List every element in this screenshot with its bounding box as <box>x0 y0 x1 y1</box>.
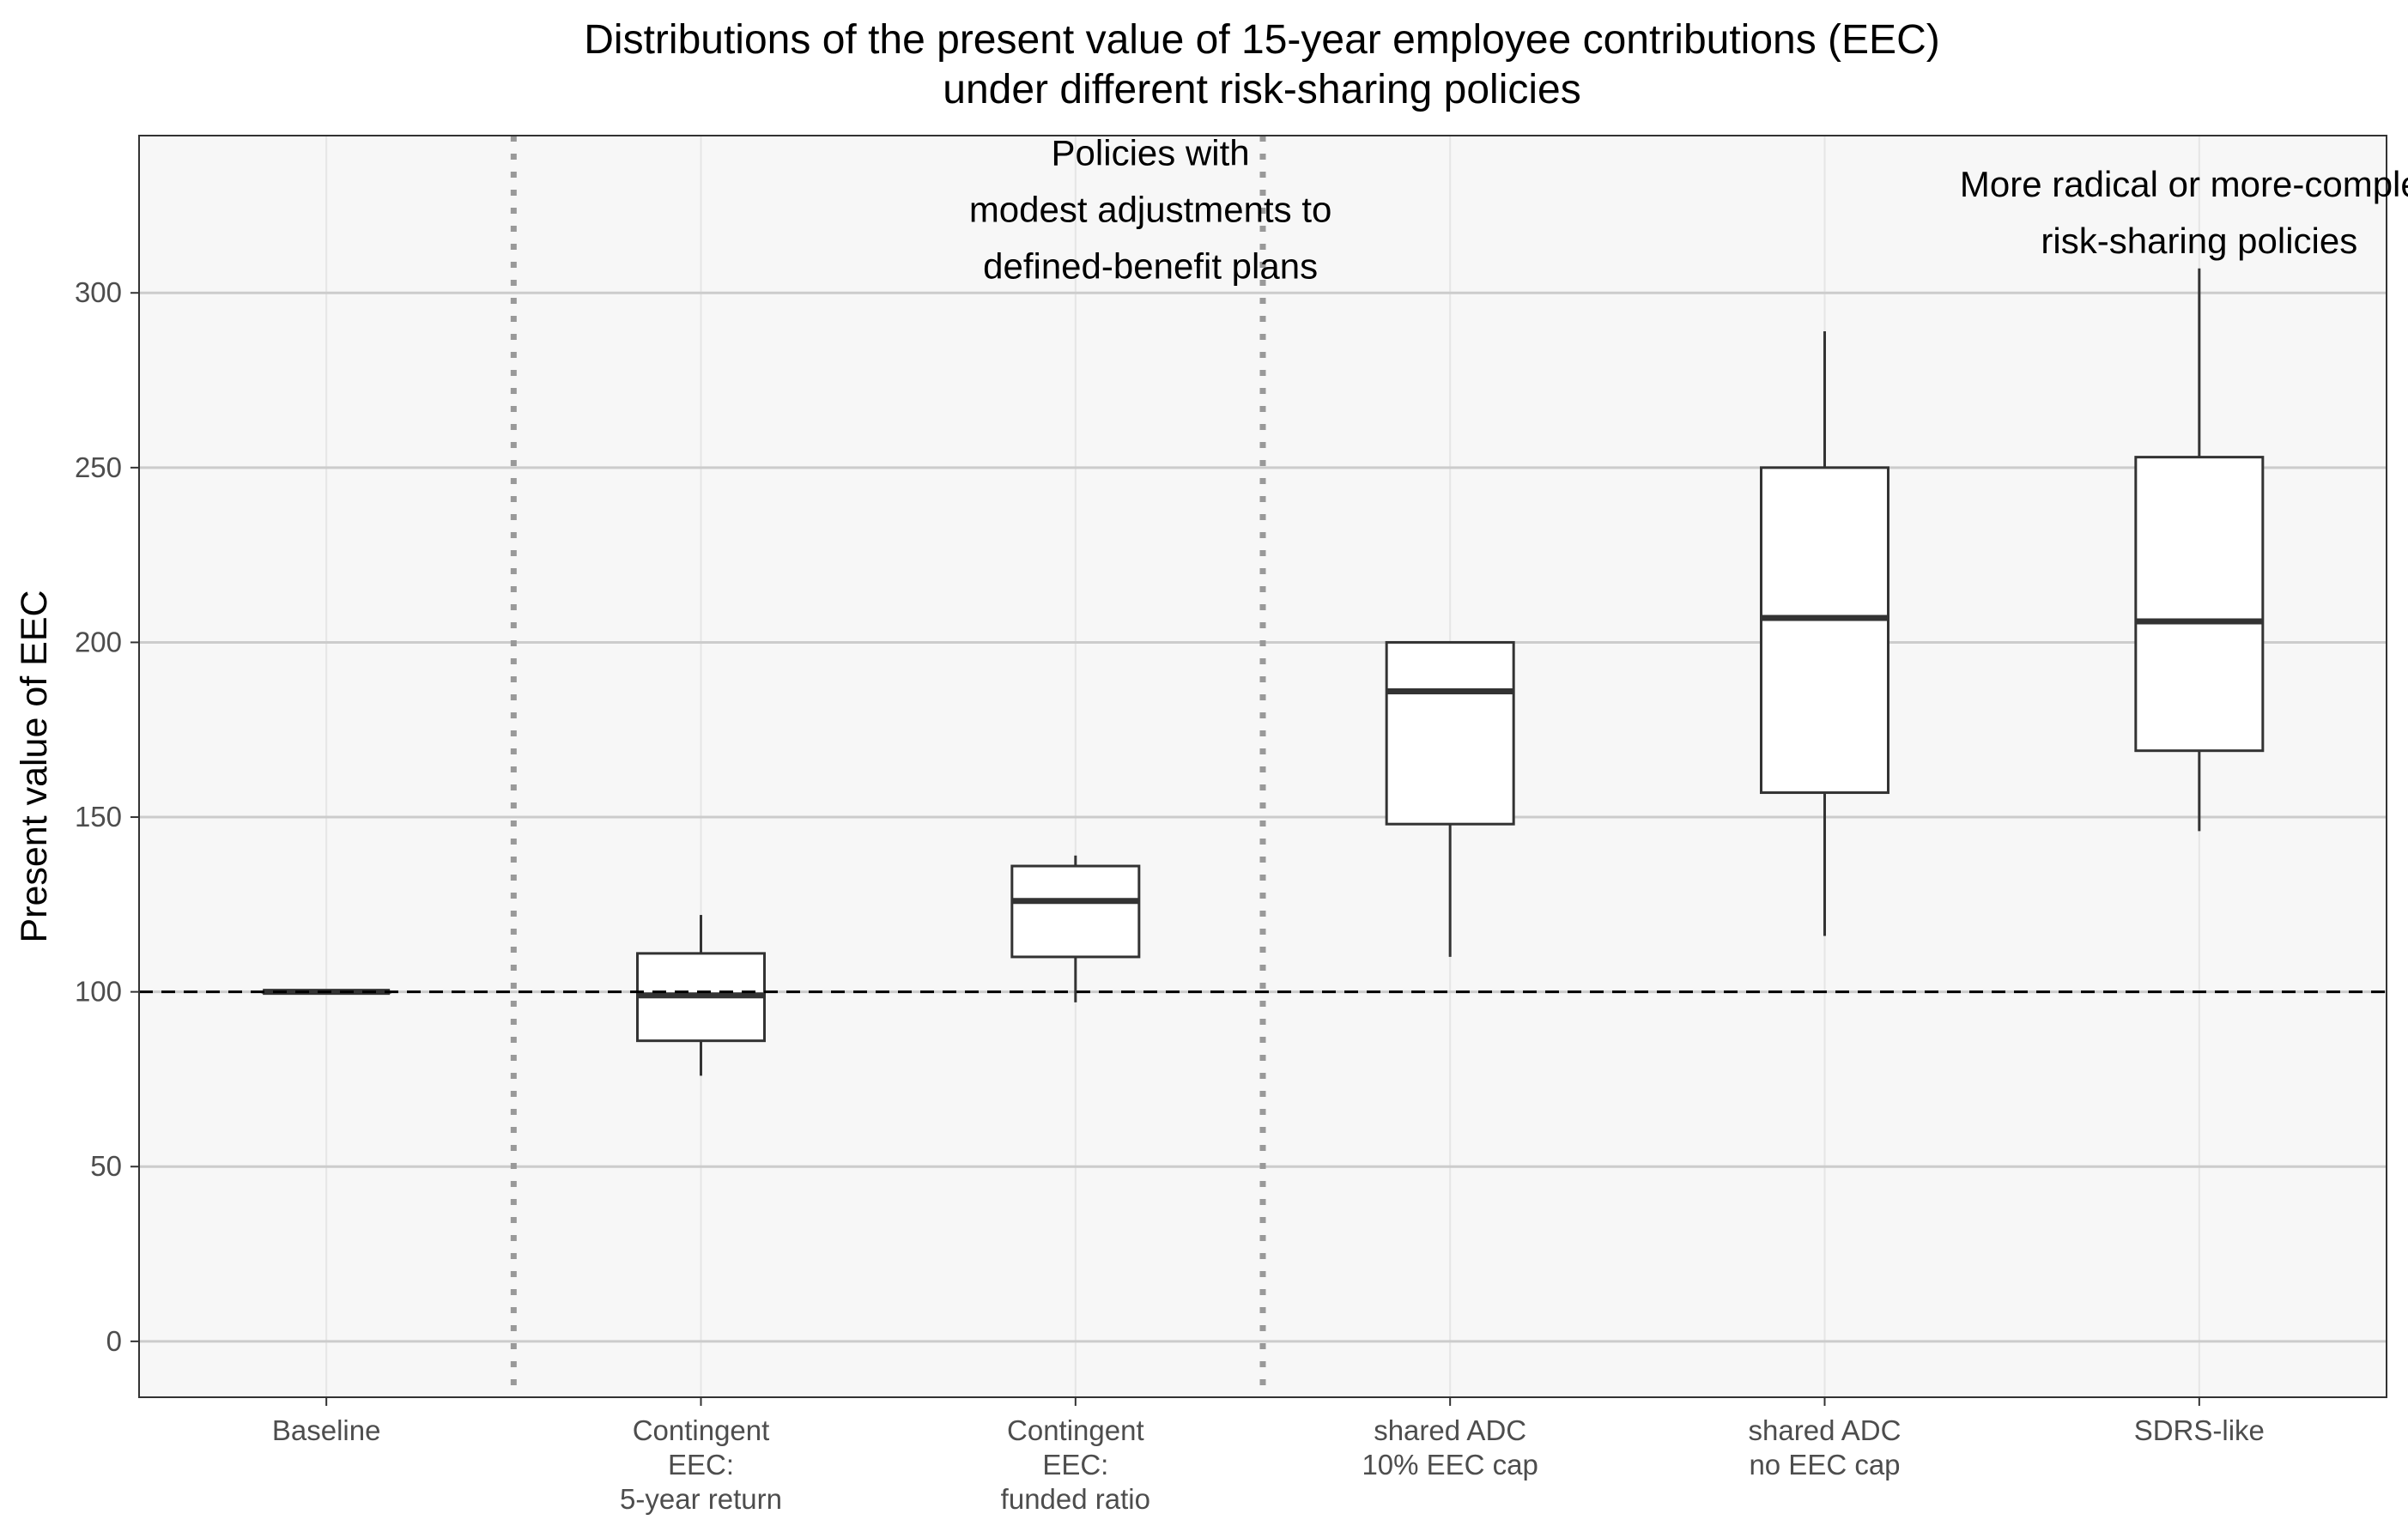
x-tick-label: EEC: <box>668 1449 734 1481</box>
plot-border <box>138 135 2387 1398</box>
y-tick-label: 100 <box>75 976 122 1008</box>
annotation-text: risk-sharing policies <box>2041 221 2357 261</box>
box-body <box>1760 466 1889 795</box>
box-body <box>2134 456 2265 753</box>
x-tick-label: 10% EEC cap <box>1362 1449 1538 1481</box>
y-tick-label: 200 <box>75 626 122 657</box>
x-tick-label: SDRS-like <box>2134 1414 2265 1446</box>
y-tick-label: 50 <box>90 1150 122 1182</box>
x-tick-label: Contingent <box>1007 1414 1144 1446</box>
chart-title: Distributions of the present value of 15… <box>584 17 1939 63</box>
x-tick-label: no EEC cap <box>1749 1449 1900 1481</box>
x-tick-label: EEC: <box>1042 1449 1108 1481</box>
x-tick-label: funded ratio <box>1001 1483 1150 1515</box>
box-body <box>1010 864 1141 959</box>
x-tick-label: Contingent <box>633 1414 770 1446</box>
x-tick-label: Baseline <box>272 1414 381 1446</box>
y-tick-label: 0 <box>106 1325 122 1357</box>
y-tick-label: 150 <box>75 801 122 833</box>
annotation-text: More radical or more-complex <box>1960 164 2408 204</box>
box-body <box>1385 640 1515 826</box>
annotation-text: modest adjustments to <box>969 189 1332 229</box>
y-tick-label: 250 <box>75 451 122 483</box>
chart-title: under different risk-sharing policies <box>943 67 1580 112</box>
y-axis-title: Present value of EEC <box>14 590 55 942</box>
y-tick-label: 300 <box>75 276 122 308</box>
annotation-text: defined-benefit plans <box>983 245 1318 286</box>
x-tick-label: shared ADC <box>1374 1414 1526 1446</box>
annotation-text: Policies with <box>1052 132 1250 173</box>
x-tick-label: shared ADC <box>1749 1414 1902 1446</box>
x-tick-label: 5-year return <box>620 1483 782 1515</box>
